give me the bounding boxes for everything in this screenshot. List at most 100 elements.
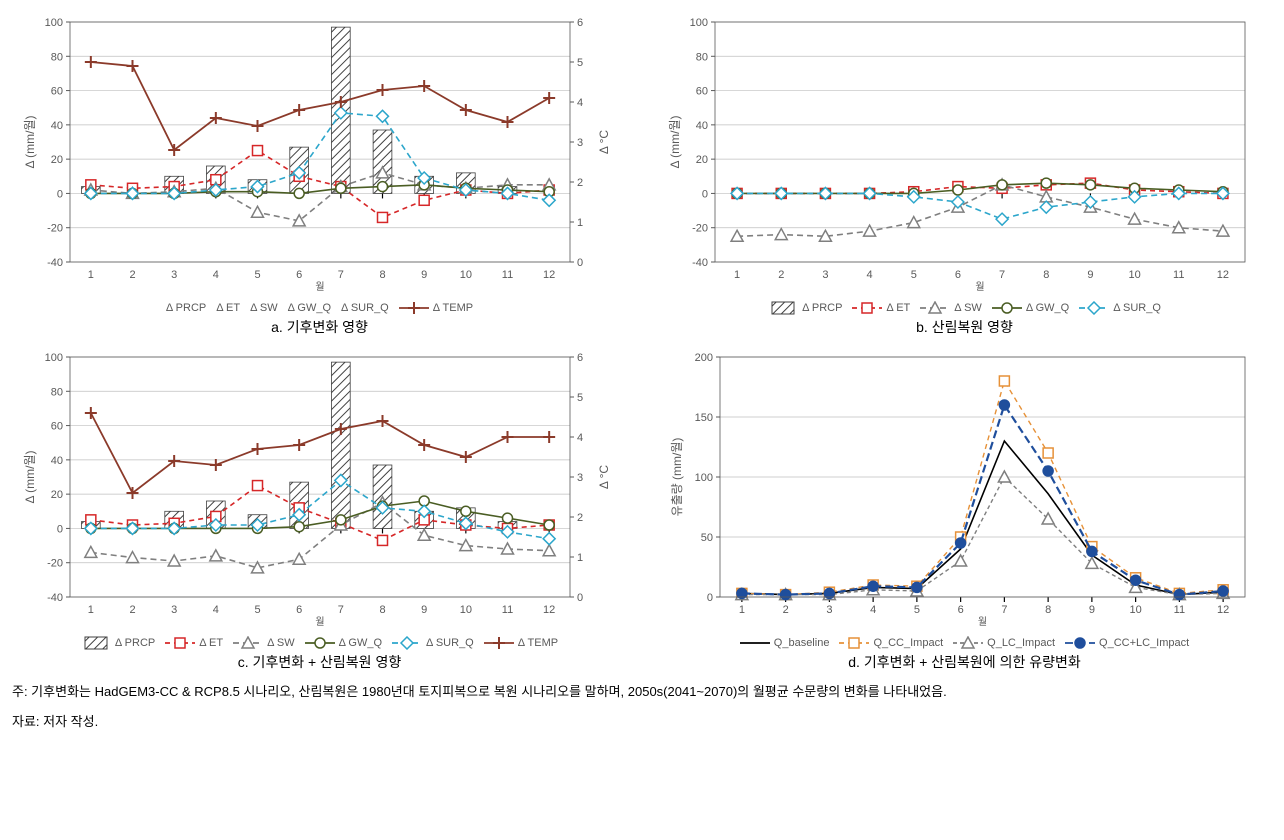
svg-text:0: 0 xyxy=(56,523,62,535)
svg-text:20: 20 xyxy=(50,154,62,166)
svg-text:1: 1 xyxy=(738,604,744,616)
legend-item: Δ ET xyxy=(852,301,910,315)
svg-text:Δ (mm/월): Δ (mm/월) xyxy=(668,115,682,168)
svg-text:8: 8 xyxy=(1045,604,1051,616)
svg-text:7: 7 xyxy=(337,604,343,616)
legend-item: Δ SW xyxy=(233,636,295,650)
panel-a: -40-200204060801000123456Δ °C12345678910… xyxy=(12,12,627,337)
svg-text:11: 11 xyxy=(501,269,512,281)
svg-text:4: 4 xyxy=(577,432,583,444)
svg-text:12: 12 xyxy=(1217,604,1229,616)
svg-text:10: 10 xyxy=(459,269,471,281)
svg-text:60: 60 xyxy=(50,421,62,433)
svg-text:2: 2 xyxy=(129,604,135,616)
legend-item: Δ PRCP xyxy=(768,301,842,315)
legend-c: Δ PRCPΔ ETΔ SWΔ GW_QΔ SUR_QΔ TEMP xyxy=(81,636,558,650)
legend-item: Δ GW_Q xyxy=(992,301,1069,315)
svg-text:12: 12 xyxy=(543,269,555,281)
legend-item: Q_baseline xyxy=(740,636,830,650)
svg-text:9: 9 xyxy=(421,269,427,281)
svg-text:9: 9 xyxy=(1087,269,1093,281)
footnote-1: 주: 기후변화는 HadGEM3-CC & RCP8.5 시나리오, 산림복원은… xyxy=(12,682,1272,702)
svg-text:Δ (mm/월): Δ (mm/월) xyxy=(23,115,37,168)
svg-text:1: 1 xyxy=(734,269,740,281)
svg-text:6: 6 xyxy=(957,604,963,616)
svg-text:Δ °C: Δ °C xyxy=(597,465,611,489)
chart-a-svg: -40-200204060801000123456Δ °C12345678910… xyxy=(20,12,620,292)
svg-text:100: 100 xyxy=(694,472,712,484)
svg-text:4: 4 xyxy=(212,269,218,281)
svg-text:5: 5 xyxy=(577,57,583,69)
svg-text:1: 1 xyxy=(87,269,93,281)
svg-text:20: 20 xyxy=(695,154,707,166)
svg-text:-20: -20 xyxy=(47,223,63,235)
svg-text:100: 100 xyxy=(44,17,62,29)
svg-text:-40: -40 xyxy=(692,257,708,269)
svg-text:월: 월 xyxy=(315,616,324,627)
svg-text:6: 6 xyxy=(954,269,960,281)
svg-text:9: 9 xyxy=(421,604,427,616)
svg-text:80: 80 xyxy=(50,386,62,398)
svg-text:-40: -40 xyxy=(47,257,63,269)
svg-text:4: 4 xyxy=(577,97,583,109)
chart-d-svg: 050100150200123456789101112월유출량 (mm/월) xyxy=(665,347,1265,627)
legend-item: Δ PRCP xyxy=(81,636,155,650)
legend-item: Δ SW xyxy=(920,301,982,315)
caption-c: c. 기후변화 + 산림복원 영향 xyxy=(238,652,401,672)
svg-text:100: 100 xyxy=(689,17,707,29)
svg-text:10: 10 xyxy=(1129,604,1141,616)
svg-text:4: 4 xyxy=(212,604,218,616)
svg-text:1: 1 xyxy=(577,217,583,229)
svg-text:월: 월 xyxy=(977,616,986,627)
svg-text:10: 10 xyxy=(1128,269,1140,281)
svg-text:-20: -20 xyxy=(692,223,708,235)
svg-text:7: 7 xyxy=(337,269,343,281)
legend-item: Q_CC+LC_Impact xyxy=(1065,636,1189,650)
svg-text:40: 40 xyxy=(695,120,707,132)
svg-text:2: 2 xyxy=(782,604,788,616)
svg-text:40: 40 xyxy=(50,455,62,467)
svg-text:100: 100 xyxy=(44,352,62,364)
svg-text:60: 60 xyxy=(50,86,62,98)
legend-a: Δ PRCPΔ ETΔ SWΔ GW_QΔ SUR_QΔ TEMP xyxy=(166,301,473,315)
svg-text:0: 0 xyxy=(577,257,583,269)
chart-grid: -40-200204060801000123456Δ °C12345678910… xyxy=(12,12,1272,672)
svg-text:12: 12 xyxy=(1216,269,1228,281)
footnote-2: 자료: 저자 작성. xyxy=(12,712,1272,732)
svg-text:-40: -40 xyxy=(47,592,63,604)
svg-text:10: 10 xyxy=(459,604,471,616)
svg-text:0: 0 xyxy=(577,592,583,604)
svg-text:4: 4 xyxy=(866,269,872,281)
legend-item: Q_CC_Impact xyxy=(839,636,943,650)
svg-text:7: 7 xyxy=(1001,604,1007,616)
svg-text:월: 월 xyxy=(975,281,984,292)
svg-text:50: 50 xyxy=(700,532,712,544)
panel-d: 050100150200123456789101112월유출량 (mm/월) Q… xyxy=(657,347,1272,672)
legend-item: Δ PRCP xyxy=(166,301,206,315)
svg-text:80: 80 xyxy=(50,51,62,63)
svg-text:9: 9 xyxy=(1088,604,1094,616)
svg-text:11: 11 xyxy=(1173,269,1184,281)
legend-item: Δ TEMP xyxy=(399,301,473,315)
legend-item: Δ TEMP xyxy=(484,636,558,650)
caption-d: d. 기후변화 + 산림복원에 의한 유량변화 xyxy=(848,652,1081,672)
legend-item: Δ GW_Q xyxy=(288,301,331,315)
legend-item: Δ SUR_Q xyxy=(341,301,389,315)
legend-item: Δ SUR_Q xyxy=(392,636,474,650)
legend-item: Δ GW_Q xyxy=(305,636,382,650)
svg-text:2: 2 xyxy=(577,177,583,189)
svg-text:11: 11 xyxy=(501,604,512,616)
svg-text:Δ (mm/월): Δ (mm/월) xyxy=(23,450,37,503)
svg-text:2: 2 xyxy=(577,512,583,524)
svg-text:20: 20 xyxy=(50,489,62,501)
svg-text:11: 11 xyxy=(1173,604,1184,616)
svg-text:80: 80 xyxy=(695,51,707,63)
svg-text:8: 8 xyxy=(379,604,385,616)
svg-text:60: 60 xyxy=(695,86,707,98)
svg-text:3: 3 xyxy=(577,137,583,149)
svg-text:2: 2 xyxy=(129,269,135,281)
legend-b: Δ PRCPΔ ETΔ SWΔ GW_QΔ SUR_Q xyxy=(768,301,1161,315)
svg-text:6: 6 xyxy=(296,604,302,616)
svg-text:1: 1 xyxy=(577,552,583,564)
svg-text:6: 6 xyxy=(577,17,583,29)
